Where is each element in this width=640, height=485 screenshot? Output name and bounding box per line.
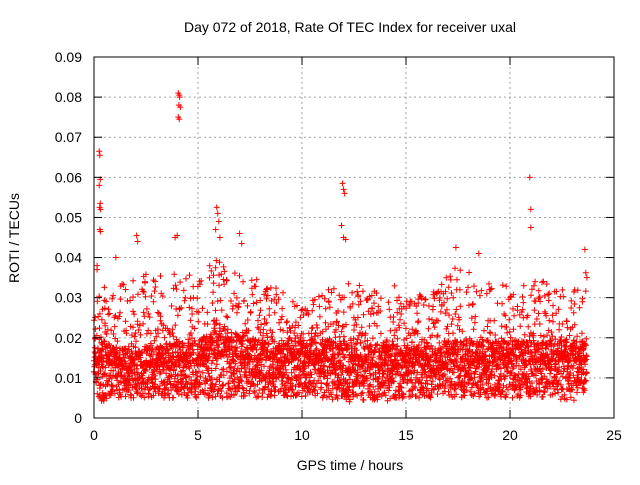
scatter-point-outlier — [174, 232, 181, 239]
y-tick-label: 0.05 — [55, 209, 82, 225]
scatter-point-outlier — [176, 116, 183, 123]
y-tick-label: 0.02 — [55, 330, 82, 346]
scatter-point-outlier — [216, 234, 223, 241]
scatter-point-outlier — [94, 266, 101, 273]
scatter-point-outlier — [341, 190, 348, 197]
x-tick-label: 25 — [606, 427, 622, 443]
scatter-point-outlier — [342, 236, 349, 243]
scatter-point-outlier — [97, 200, 104, 207]
scatter-point-outlier — [581, 246, 588, 253]
scatter-point-outlier — [176, 94, 183, 101]
scatter-point-outlier — [134, 238, 141, 245]
scatter-point-outlier — [475, 250, 482, 257]
scatter-point-outlier — [214, 210, 221, 217]
plot-frame — [93, 56, 615, 419]
scatter-point-outlier — [96, 182, 103, 189]
scatter-point-outlier — [215, 218, 222, 225]
scatter-point-outlier — [133, 232, 140, 239]
scatter-point-outlier — [527, 224, 534, 231]
scatter-point-outlier — [177, 104, 184, 111]
y-tick-label: 0.07 — [55, 129, 82, 145]
axis-ticks: 0 5 10 15 20 25 0 0.01 0.02 0.03 0.04 0.05 0.06 0.07 0… — [55, 49, 622, 443]
scatter-point-outlier — [112, 254, 119, 261]
scatter-point-outlier — [338, 222, 345, 229]
scatter-point-outlier — [340, 186, 347, 193]
y-tick-label: 0.09 — [55, 49, 82, 65]
chart-title: Day 072 of 2018, Rate Of TEC Index for r… — [184, 19, 516, 35]
scatter-point-outlier — [213, 204, 220, 211]
scatter-point-outlier — [212, 226, 219, 233]
x-axis-label: GPS time / hours — [297, 457, 404, 473]
scatter-point-outlier — [339, 180, 346, 187]
y-tick-label: 0.08 — [55, 89, 82, 105]
scatter-points — [90, 90, 590, 405]
scatter-point-outlier — [96, 148, 103, 155]
x-tick-label: 10 — [294, 427, 310, 443]
y-tick-label: 0.06 — [55, 169, 82, 185]
scatter-point-outlier — [96, 152, 103, 159]
scatter-point-outlier — [526, 174, 533, 181]
x-tick-label: 0 — [90, 427, 98, 443]
scatter-point-outlier — [97, 206, 104, 213]
scatter-point-outlier — [238, 240, 245, 247]
x-tick-label: 5 — [194, 427, 202, 443]
scatter-point-outlier — [236, 230, 243, 237]
y-tick-label: 0.03 — [55, 290, 82, 306]
y-axis-label: ROTI / TECUs — [6, 193, 22, 283]
y-tick-label: 0.01 — [55, 370, 82, 386]
x-tick-label: 20 — [502, 427, 518, 443]
scatter-point-outlier — [452, 244, 459, 251]
scatter-point-outlier — [97, 228, 104, 235]
y-tick-label: 0 — [74, 410, 82, 426]
y-tick-label: 0.04 — [55, 250, 82, 266]
scatter-point-outlier — [527, 206, 534, 213]
x-tick-label: 15 — [398, 427, 414, 443]
